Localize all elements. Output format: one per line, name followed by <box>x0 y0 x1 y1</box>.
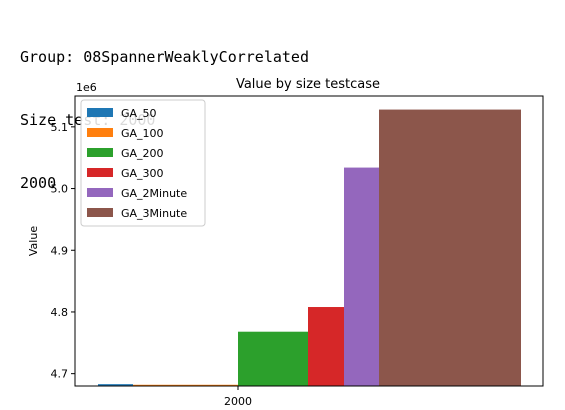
y-axis-label: Value <box>27 226 40 256</box>
y-tick-label: 5.1 <box>51 121 69 134</box>
legend-swatch <box>87 148 113 157</box>
y-offset-label: 1e6 <box>76 81 97 94</box>
y-tick-label: 4.8 <box>51 306 69 319</box>
legend-swatch <box>87 128 113 137</box>
bar-ga-3minute <box>379 109 521 387</box>
legend-swatch <box>87 208 113 217</box>
legend-swatch <box>87 168 113 177</box>
x-axis-ticks: 2000 <box>224 386 252 408</box>
y-axis-ticks: 4.7 4.8 4.9 5.0 5.1 <box>51 121 75 381</box>
legend-swatch <box>87 108 113 117</box>
legend-swatch <box>87 188 113 197</box>
legend-label: GA_50 <box>121 107 157 120</box>
bars-group <box>98 109 521 387</box>
bar-ga-100 <box>133 384 238 386</box>
bar-ga-2minute <box>344 167 379 386</box>
legend-label: GA_200 <box>121 147 164 160</box>
console-line-size: 2000 <box>20 174 57 192</box>
bar-ga-200 <box>238 331 309 386</box>
bar-ga-50 <box>98 384 133 386</box>
y-tick-label: 5.0 <box>51 183 69 196</box>
y-tick-label: 4.7 <box>51 368 69 381</box>
x-tick-label: 2000 <box>224 395 252 408</box>
console-line-group: Group: 08SpannerWeaklyCorrelated <box>20 48 309 66</box>
legend: GA_50 GA_100 GA_200 GA_300 GA_2Minute GA_3Min… <box>80 99 206 227</box>
chart-title: Value by size testcase <box>236 77 380 92</box>
legend-label: GA_3Minute <box>121 207 187 220</box>
y-tick-label: 4.9 <box>51 244 69 257</box>
plot-frame <box>74 95 544 387</box>
legend-label: GA_100 <box>121 127 164 140</box>
legend-label: GA_300 <box>121 167 164 180</box>
legend-label: GA_2Minute <box>121 187 187 200</box>
bar-ga-300 <box>308 307 344 386</box>
